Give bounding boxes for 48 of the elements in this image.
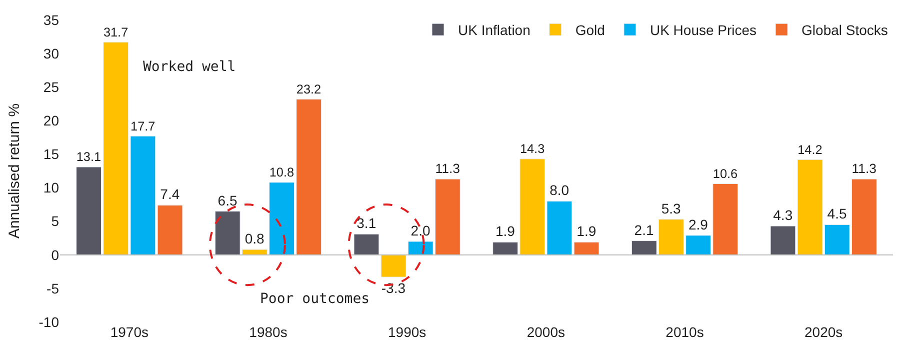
data-label: 8.0 bbox=[550, 182, 570, 198]
data-label: 1.9 bbox=[576, 223, 596, 240]
data-label: 11.3 bbox=[435, 161, 460, 176]
data-label: 10.6 bbox=[712, 167, 738, 182]
y-tick-label: 15 bbox=[43, 146, 60, 162]
data-label: 1.9 bbox=[495, 223, 516, 240]
data-label: 14.2 bbox=[798, 142, 822, 157]
data-label: 2.0 bbox=[410, 222, 430, 238]
x-tick-label: 1980s bbox=[249, 324, 288, 340]
y-tick-label: 20 bbox=[43, 112, 60, 129]
legend-label: UK House Prices bbox=[650, 22, 757, 38]
y-tick-label: 25 bbox=[43, 79, 60, 96]
y-axis-title: Annualised return % bbox=[6, 103, 24, 239]
y-tick-label: -10 bbox=[38, 314, 60, 330]
y-tick-label: 30 bbox=[43, 45, 60, 62]
x-tick-label: 2010s bbox=[666, 324, 704, 340]
bar bbox=[380, 254, 406, 278]
y-tick-label: 0 bbox=[51, 246, 60, 263]
y-tick-label: 10 bbox=[43, 180, 60, 196]
x-tick-label: 1970s bbox=[110, 324, 148, 340]
y-tick-label: 5 bbox=[51, 213, 60, 230]
data-label: 5.3 bbox=[661, 200, 682, 216]
annotation: Poor outcomes bbox=[260, 291, 370, 307]
data-label: 6.5 bbox=[218, 192, 238, 208]
data-label: 31.7 bbox=[103, 25, 128, 40]
data-label: 2.1 bbox=[634, 222, 654, 238]
data-label: 23.2 bbox=[296, 82, 322, 96]
data-label: 0.8 bbox=[244, 230, 265, 247]
data-label: 4.5 bbox=[827, 206, 847, 222]
data-label: 7.4 bbox=[160, 186, 180, 202]
data-label: 4.3 bbox=[773, 207, 793, 224]
data-label: 17.7 bbox=[130, 119, 156, 134]
legend-label: Global Stocks bbox=[802, 22, 888, 38]
legend-label: Gold bbox=[575, 22, 605, 38]
x-tick-label: 1990s bbox=[388, 324, 426, 340]
y-tick-label: 35 bbox=[43, 12, 60, 28]
data-label: 14.3 bbox=[520, 142, 545, 156]
data-label: 13.1 bbox=[76, 150, 102, 164]
y-tick-label: -5 bbox=[46, 280, 60, 296]
bar bbox=[354, 234, 380, 256]
x-tick-label: 2000s bbox=[526, 324, 565, 340]
legend-label: UK Inflation bbox=[458, 22, 530, 38]
data-label: 2.9 bbox=[688, 216, 708, 232]
x-tick-label: 2020s bbox=[804, 324, 843, 340]
annotation: Worked well bbox=[143, 59, 236, 75]
data-label: 10.8 bbox=[269, 166, 294, 180]
data-label: 3.1 bbox=[356, 215, 376, 232]
data-label: 11.3 bbox=[852, 161, 876, 176]
